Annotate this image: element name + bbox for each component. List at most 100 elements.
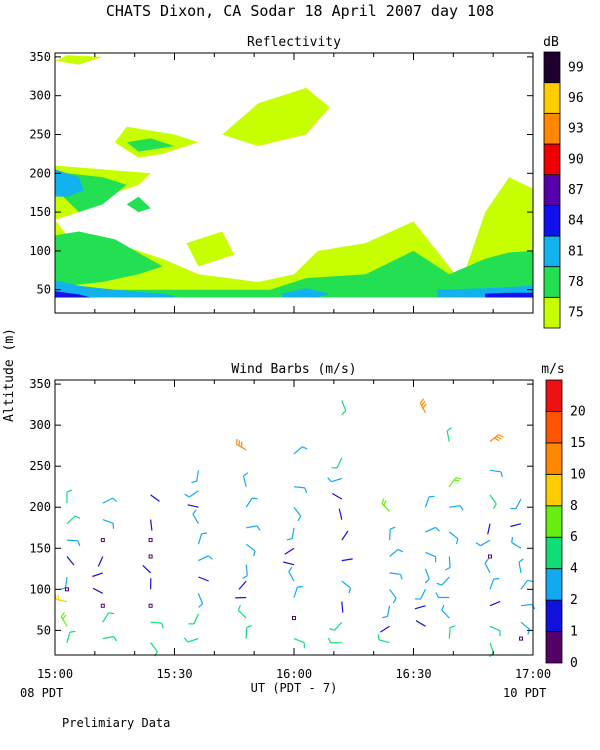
wind-barb [389, 548, 404, 557]
colorbar-label: 8 [570, 499, 578, 514]
colorbar-label: 1 [570, 625, 578, 640]
wind-barb [424, 495, 435, 508]
colorbar-swatch [545, 411, 563, 444]
y-tick-label: 350 [29, 50, 51, 64]
wind-barb [191, 470, 199, 484]
colorbar-swatch [543, 296, 561, 329]
panel1-title: Reflectivity [247, 35, 341, 50]
y-tick-label: 150 [29, 541, 51, 555]
colorbar-swatch [545, 599, 563, 632]
wind-barb-calm [487, 554, 492, 559]
wind-barbs-panel: 50 100 150 200 250 300 350 15:00 15:30 16:00 16:30… [29, 377, 551, 681]
wind-barb [188, 613, 199, 625]
wind-barb-calm [519, 636, 524, 641]
wind-barb-calm [148, 554, 153, 559]
reflectivity-panel: 50 100 150 200 250 300 350 [29, 50, 534, 314]
colorbar-swatch [543, 235, 561, 268]
wind-barb [489, 625, 501, 637]
plot-frame [54, 379, 534, 656]
wind-barb-calm [64, 587, 69, 592]
wind-barb [489, 494, 497, 509]
wind-barb-calm [100, 603, 105, 608]
wind-barb [197, 593, 204, 608]
colorbar-label: 20 [570, 404, 586, 419]
wind-barb [436, 576, 450, 586]
wind-barb-calm [292, 616, 296, 621]
wind-barb [425, 551, 437, 563]
colorbar-swatch [545, 536, 563, 570]
wind-barb [236, 438, 247, 451]
colorbar-swatch [543, 174, 561, 206]
reflectivity-region-12 [282, 288, 330, 298]
wind-barb [414, 589, 427, 600]
wind-barb [419, 398, 427, 414]
wind-barb [102, 519, 115, 529]
y-tick-label: 200 [29, 500, 51, 514]
wind-barb [184, 490, 199, 498]
y-tick-label: 50 [37, 623, 51, 637]
y-tick-label: 150 [29, 205, 51, 219]
wind-barb [448, 531, 459, 545]
x-tick-label: 17:00 [515, 667, 551, 681]
wind-barb [60, 612, 68, 627]
wind-barb [424, 568, 430, 584]
colorbar-label: 4 [570, 562, 578, 577]
wind-barb [242, 564, 248, 579]
reflectivity-region-3 [55, 55, 103, 65]
panel2-title: Wind Barbs (m/s) [231, 362, 356, 377]
wind-barb [102, 497, 118, 504]
y-tick-label: 100 [29, 244, 51, 258]
wind-barb [198, 555, 213, 562]
wind-barb [293, 446, 308, 455]
wind-barb [484, 558, 491, 574]
wind-barb [54, 593, 68, 603]
y-tick-label: 50 [37, 283, 51, 297]
reflectivity-region-14 [55, 291, 91, 298]
wind-barb [441, 604, 450, 619]
footnote: Prelimiary Data [62, 716, 170, 730]
wind-barb [379, 625, 390, 633]
colorbar-label: 15 [570, 436, 586, 451]
wind-barb [92, 587, 104, 594]
wind-barb [66, 489, 73, 504]
colorbar-swatch [545, 631, 563, 664]
wind-barb [198, 576, 209, 582]
x-tick-label: 15:30 [156, 667, 192, 681]
wind-barb [102, 612, 115, 623]
colorbar-label: 75 [568, 306, 584, 321]
wind-barb [66, 630, 76, 643]
wind-barb [449, 505, 464, 511]
wind-barb [293, 638, 305, 649]
wind-barb [489, 600, 501, 607]
x-right-label: 10 PDT [503, 686, 546, 700]
wind-barb [415, 620, 426, 627]
wind-barb [187, 504, 199, 508]
wind-barb-calm [148, 603, 153, 608]
wind-barb [102, 635, 118, 642]
colorbar-label: 0 [570, 656, 578, 671]
reflectivity-region-7 [126, 138, 175, 152]
wind-barb [288, 566, 295, 582]
wind-barb [329, 621, 343, 631]
reflectivity-region-5 [55, 231, 163, 298]
wind-barb [150, 642, 158, 657]
wind-barb [341, 580, 352, 594]
wind-barb [475, 539, 491, 547]
wind-barb [238, 580, 247, 590]
reflectivity-region-15 [485, 292, 533, 298]
wind-barb [445, 556, 451, 571]
x-tick-label: 16:00 [276, 667, 312, 681]
wind-barb [341, 601, 344, 613]
colorbar-label: 10 [570, 467, 586, 482]
wind-barb [389, 572, 403, 580]
wind-barb [293, 585, 303, 598]
y-tick-label: 300 [29, 418, 51, 432]
colorbar-label: 2 [570, 593, 578, 608]
wind-barb [425, 526, 440, 533]
wind-barb-calm [100, 538, 105, 543]
colorbar-label: 6 [570, 530, 578, 545]
wind-barb [66, 556, 75, 566]
y-tick-label: 100 [29, 582, 51, 596]
wind-barb [237, 604, 247, 619]
